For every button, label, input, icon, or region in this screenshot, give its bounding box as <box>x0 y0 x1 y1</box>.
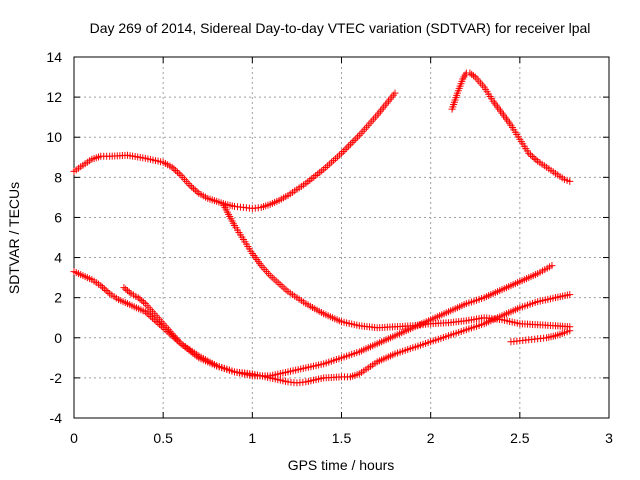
data-point <box>99 283 107 291</box>
y-tick-label: 2 <box>54 290 62 306</box>
chart-title: Day 269 of 2014, Sidereal Day-to-day VTE… <box>90 20 591 36</box>
data-point <box>468 70 476 78</box>
data-point <box>145 311 153 319</box>
data-point <box>354 133 362 141</box>
data-point <box>338 149 345 157</box>
data-point <box>346 140 354 148</box>
data-point <box>189 185 197 193</box>
data-point <box>525 149 533 157</box>
y-tick-label: -4 <box>50 410 63 426</box>
series-arc-lower-a <box>70 262 556 380</box>
data-point <box>341 146 349 154</box>
y-tick-label: 0 <box>54 330 62 346</box>
data-point <box>188 183 196 191</box>
data-point <box>104 288 112 296</box>
data-point <box>466 69 474 77</box>
data-point <box>391 89 399 97</box>
data-point <box>352 135 360 143</box>
y-axis: -4 -2 0 2 4 6 8 10 12 14 <box>46 49 609 426</box>
data-point <box>530 154 538 162</box>
x-tick-label: 1.5 <box>332 430 352 446</box>
x-tick-label: 0.5 <box>153 430 173 446</box>
data-point <box>170 165 178 173</box>
x-tick-label: 3 <box>605 430 613 446</box>
data-point <box>345 142 353 150</box>
series-arc-peak <box>448 69 574 185</box>
x-tick-label: 0 <box>70 430 78 446</box>
data-point <box>102 286 110 294</box>
data-point <box>528 152 536 160</box>
data-point <box>350 137 358 145</box>
series-arc-tail <box>507 327 574 346</box>
data-point <box>134 294 142 302</box>
data-point <box>186 181 194 189</box>
data-point <box>343 144 351 152</box>
data-point <box>339 147 347 155</box>
x-tick-label: 1 <box>248 430 256 446</box>
y-tick-label: 4 <box>54 250 62 266</box>
x-axis-label: GPS time / hours <box>288 457 395 473</box>
data-point <box>122 285 130 293</box>
y-tick-label: 8 <box>54 169 62 185</box>
data-points <box>70 69 574 387</box>
data-point <box>125 288 133 296</box>
data-point <box>138 297 146 305</box>
data-point <box>566 291 574 299</box>
series-arc-descending <box>220 201 574 332</box>
y-axis-label: SDTVAR / TECUs <box>6 182 22 294</box>
y-tick-label: 10 <box>46 129 62 145</box>
data-point <box>532 156 540 164</box>
y-tick-label: 6 <box>54 209 62 225</box>
series-arc-upper <box>70 89 399 212</box>
x-axis: 0 0.5 1 1.5 2 2.5 3 <box>70 57 613 446</box>
y-tick-label: 12 <box>46 89 62 105</box>
data-point <box>548 262 556 270</box>
data-point <box>175 170 183 178</box>
data-point <box>193 188 201 196</box>
data-point <box>172 167 180 175</box>
data-point <box>173 168 181 176</box>
series-arc-lower-b <box>120 284 574 387</box>
data-point <box>566 177 574 185</box>
data-point <box>140 298 148 306</box>
data-point <box>191 186 199 194</box>
data-point <box>120 284 128 292</box>
data-point <box>136 295 144 303</box>
data-point <box>168 163 176 171</box>
data-point <box>100 285 108 293</box>
data-point <box>147 313 155 321</box>
data-point <box>124 287 131 295</box>
data-point <box>348 138 356 146</box>
grid <box>74 57 609 418</box>
data-point <box>566 327 574 335</box>
data-point <box>527 151 535 159</box>
y-tick-label: -2 <box>50 370 63 386</box>
data-point <box>469 72 477 80</box>
x-tick-label: 2.5 <box>510 430 530 446</box>
data-point <box>141 308 149 316</box>
data-point <box>143 309 151 317</box>
x-tick-label: 2 <box>427 430 435 446</box>
y-tick-label: 14 <box>46 49 62 65</box>
data-point <box>97 282 105 290</box>
